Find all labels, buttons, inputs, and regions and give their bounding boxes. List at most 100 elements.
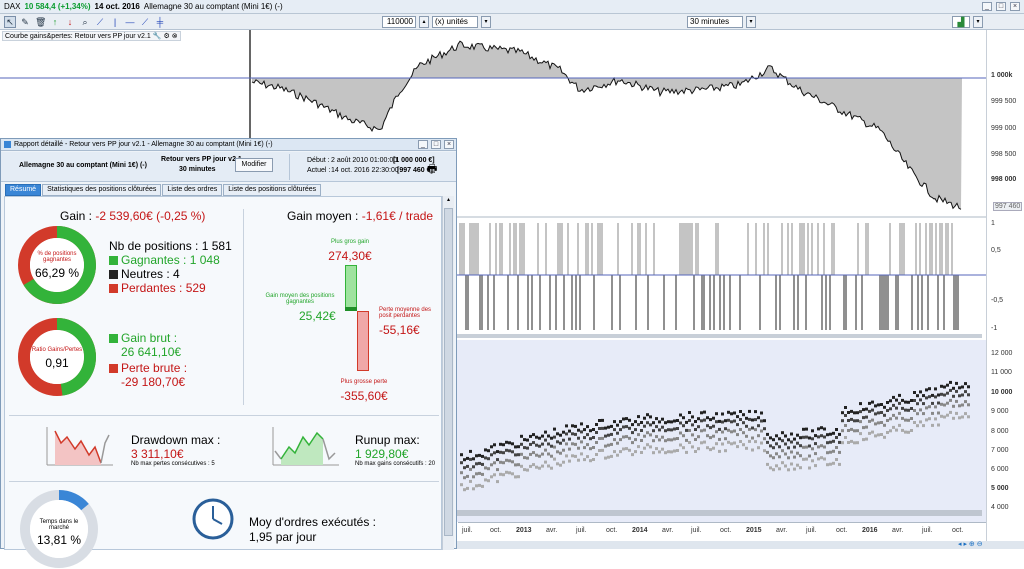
settings-icon[interactable]: ⚙ (163, 33, 170, 40)
price-mark (919, 408, 922, 412)
modify-button[interactable]: Modifier (235, 158, 273, 172)
vertical-line-icon[interactable]: | (113, 16, 117, 27)
scroll-thumb[interactable] (444, 208, 453, 536)
gross-gain-label: Gain brut : (121, 331, 178, 345)
chart-type-icon[interactable]: ▟ (952, 15, 970, 28)
price-mark (922, 394, 925, 398)
price-mark (967, 415, 970, 419)
minimize-icon[interactable]: _ (418, 140, 428, 149)
avg-orders-label: Moy d'ordres exécutés : (249, 515, 377, 529)
trend-line-icon[interactable]: ⟋ (96, 16, 104, 27)
price-mark (598, 419, 601, 422)
unit-dropdown-icon[interactable]: ▾ (481, 15, 491, 28)
price-mark (823, 457, 826, 461)
price-mark (946, 383, 949, 387)
price-mark (577, 436, 580, 440)
quantity-input[interactable]: 110000 (382, 15, 416, 28)
price-mark (622, 417, 625, 421)
price-mark (631, 441, 634, 445)
price-mark (583, 428, 586, 432)
channel-icon[interactable]: ╪ (156, 16, 164, 27)
price-mark (553, 435, 556, 439)
price-mark (475, 472, 478, 476)
price-mark (841, 419, 844, 423)
price-mark (742, 421, 745, 425)
tab-closed-stats[interactable]: Statistiques des positions clôturées (42, 184, 162, 196)
close-icon[interactable]: × (1010, 2, 1020, 11)
price-mark (931, 393, 934, 397)
tab-summary[interactable]: Résumé (5, 184, 42, 196)
price-mark (643, 416, 646, 420)
period-dropdown-icon[interactable]: ▾ (746, 15, 756, 28)
price-mark (679, 421, 682, 425)
tab-orders[interactable]: Liste des ordres (162, 184, 223, 196)
date-label: 14 oct. 2016 (94, 2, 140, 11)
price-mark (649, 415, 652, 419)
period-select[interactable]: 30 minutes (687, 15, 743, 28)
chart-type-dropdown-icon[interactable]: ▾ (973, 15, 983, 28)
axis-tick: 999 000 (991, 125, 1017, 132)
wrench-icon[interactable]: 🔧 (152, 33, 162, 40)
equity-curve-label[interactable]: Courbe gains&pertes: Retour vers PP jour… (2, 31, 181, 41)
now-label: Actuel : (307, 167, 331, 174)
price-mark (805, 457, 808, 461)
maximize-icon[interactable]: □ (996, 2, 1006, 11)
horizontal-line-icon[interactable]: ― (125, 16, 135, 27)
price-mark (967, 385, 970, 389)
price-mark (544, 438, 547, 442)
trash-icon[interactable]: 🗑 (35, 16, 47, 27)
cursor-icon[interactable]: ↖ (4, 15, 16, 28)
unit-select[interactable]: (x) unités (432, 15, 478, 28)
price-mark (733, 441, 736, 445)
price-mark (544, 448, 547, 452)
minimize-icon[interactable]: _ (982, 2, 992, 11)
price-mark (589, 429, 592, 433)
price-mark (949, 398, 952, 402)
price-mark (811, 447, 814, 451)
price-mark (757, 446, 760, 450)
tab-closed-positions[interactable]: Liste des positions clôturées (223, 184, 322, 196)
price-mark (964, 400, 967, 404)
price-mark (745, 424, 748, 428)
price-mark (838, 432, 841, 436)
price-mark (709, 418, 712, 422)
price-mark (514, 453, 517, 457)
nav-icons[interactable]: ◂ ▸ ⊕ ⊖ (958, 541, 983, 548)
price-mark (532, 463, 535, 467)
print-icon[interactable]: 🖶 (427, 163, 438, 175)
close-icon[interactable]: × (444, 140, 454, 149)
buy-arrow-icon[interactable]: ↑ (52, 16, 58, 27)
price-mark (748, 427, 751, 431)
time-tick: avr. (892, 527, 904, 534)
maximize-icon[interactable]: □ (431, 140, 441, 149)
price-mark (949, 410, 952, 414)
price-mark (817, 445, 820, 449)
price-mark (637, 433, 640, 437)
price-mark (775, 434, 778, 438)
scroll-up-icon[interactable]: ▴ (446, 197, 450, 203)
price-mark (715, 420, 718, 424)
price-mark (790, 450, 793, 454)
avg-gain-marker (345, 307, 357, 311)
price-mark (676, 419, 679, 422)
price-mark (862, 408, 865, 412)
axis-tick: -1 (991, 325, 998, 332)
price-mark (916, 394, 919, 398)
price-mark (847, 411, 850, 414)
price-mark (679, 443, 682, 447)
price-mark (487, 457, 490, 461)
ray-icon[interactable]: ⟋ (141, 16, 149, 27)
pencil-icon[interactable]: ✎ (21, 16, 29, 27)
quantity-spin-icon[interactable]: ▴ (419, 15, 429, 28)
zoom-icon[interactable]: ⌕ (82, 16, 88, 27)
price-mark (556, 440, 559, 444)
price-mark (922, 424, 925, 428)
price-mark (847, 429, 850, 432)
price-mark (919, 420, 922, 424)
panel-scrollbar[interactable]: ▴ (442, 196, 454, 550)
sell-arrow-icon[interactable]: ↓ (67, 16, 73, 27)
price-mark (811, 459, 814, 463)
close-icon[interactable]: ⊗ (171, 33, 178, 40)
price-mark (577, 458, 580, 462)
price-mark (538, 466, 541, 470)
